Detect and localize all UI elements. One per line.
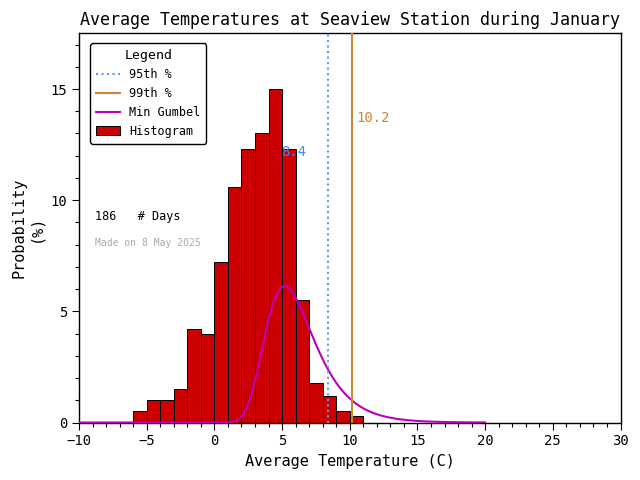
Y-axis label: Probability
(%): Probability (%) [11,178,44,278]
Text: 10.2: 10.2 [356,111,389,125]
Bar [147,400,160,422]
Bar [269,89,282,422]
Title: Average Temperatures at Seaview Station during January: Average Temperatures at Seaview Station … [80,11,620,29]
X-axis label: Average Temperature (C): Average Temperature (C) [245,454,454,469]
Bar [309,383,323,422]
Bar [241,149,255,422]
Bar [133,411,147,422]
Bar [214,263,228,422]
Bar [160,400,174,422]
Bar [350,416,364,422]
Text: 8.4: 8.4 [281,145,306,159]
Bar [201,334,214,422]
Bar [255,133,269,422]
Bar [174,389,188,422]
Bar [282,149,296,422]
Bar [228,187,241,422]
Bar [296,300,309,422]
Text: 186   # Days: 186 # Days [95,210,180,224]
Bar [323,396,336,422]
Text: Made on 8 May 2025: Made on 8 May 2025 [95,238,201,248]
Bar [188,329,201,422]
Bar [336,411,350,422]
Legend: 95th %, 99th %, Min Gumbel, Histogram: 95th %, 99th %, Min Gumbel, Histogram [90,43,207,144]
